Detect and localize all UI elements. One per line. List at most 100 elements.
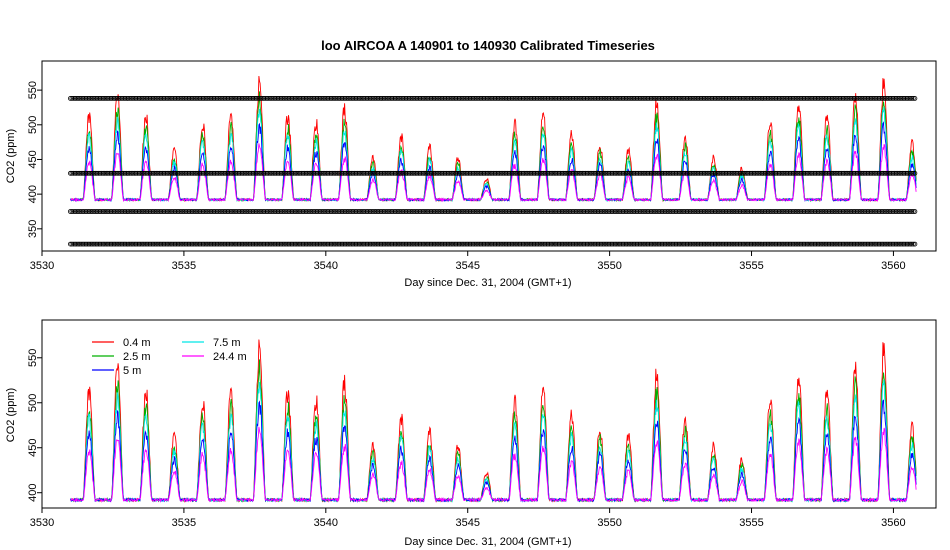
calibration-point xyxy=(820,96,826,101)
calibration-point xyxy=(589,96,595,101)
calibration-point xyxy=(203,170,209,176)
calibration-point xyxy=(603,96,609,101)
calibration-point xyxy=(481,209,487,214)
calibration-point xyxy=(776,96,782,101)
calibration-point xyxy=(697,96,702,101)
calibration-point xyxy=(796,170,802,176)
calibration-point xyxy=(534,96,540,101)
calibration-point xyxy=(213,96,218,101)
series-line-4 xyxy=(70,143,917,203)
calibration-point xyxy=(592,241,598,247)
calibration-point xyxy=(511,170,517,176)
calibration-point xyxy=(573,209,579,214)
calibration-point xyxy=(751,209,757,214)
calibration-point xyxy=(94,96,100,101)
calibration-point xyxy=(445,241,451,247)
series-line-3 xyxy=(69,379,917,503)
calibration-point xyxy=(389,241,395,247)
calibration-point xyxy=(757,241,763,247)
calibration-point xyxy=(754,241,760,247)
calibration-point xyxy=(631,241,637,247)
calibration-point xyxy=(718,241,724,247)
calibration-point xyxy=(550,96,556,101)
calibration-point xyxy=(642,209,648,214)
calibration-point xyxy=(836,241,841,247)
calibration-point xyxy=(587,96,593,101)
calibration-point xyxy=(508,241,514,247)
calibration-point xyxy=(828,96,833,101)
calibration-point xyxy=(167,209,173,214)
calibration-point xyxy=(717,96,723,101)
calibration-point xyxy=(786,96,791,101)
calibration-point xyxy=(539,241,545,247)
calibration-point xyxy=(750,241,755,247)
calibration-point xyxy=(342,170,348,176)
calibration-point xyxy=(352,209,357,214)
calibration-point xyxy=(430,209,435,214)
calibration-point xyxy=(405,170,410,176)
calibration-point xyxy=(135,96,140,101)
calibration-point xyxy=(804,209,810,214)
calibration-point xyxy=(893,241,899,247)
calibration-point xyxy=(295,170,301,176)
calibration-point xyxy=(723,241,729,247)
calibration-point xyxy=(867,170,872,176)
calibration-point xyxy=(110,96,115,101)
calibration-point xyxy=(141,170,147,176)
calibration-point xyxy=(195,209,201,214)
calibration-point xyxy=(305,209,311,214)
calibration-point xyxy=(96,96,101,101)
calibration-point xyxy=(306,96,312,101)
calibration-point xyxy=(200,170,206,176)
calibration-point xyxy=(508,96,514,101)
calibration-point xyxy=(764,209,769,214)
calibration-point xyxy=(183,241,189,247)
calibration-point xyxy=(814,241,819,247)
calibration-point xyxy=(370,209,376,214)
calibration-point xyxy=(734,209,740,214)
series-line-0 xyxy=(70,75,917,203)
calibration-point xyxy=(565,96,571,101)
calibration-point xyxy=(678,209,684,214)
calibration-point xyxy=(653,96,659,101)
calibration-point xyxy=(761,96,766,101)
x-tick-label: 3540 xyxy=(314,260,338,272)
calibration-point xyxy=(277,170,282,176)
calibration-point xyxy=(745,241,751,247)
calibration-point xyxy=(444,241,450,247)
y-tick-label: 550 xyxy=(27,81,39,99)
calibration-point xyxy=(857,209,863,214)
calibration-point xyxy=(69,241,75,247)
calibration-points-1 xyxy=(68,209,918,214)
calibration-point xyxy=(885,96,891,101)
calibration-point xyxy=(631,96,637,101)
calibration-point xyxy=(400,96,406,101)
calibration-point xyxy=(234,241,240,247)
calibration-point xyxy=(369,170,375,176)
calibration-point xyxy=(437,209,443,214)
calibration-point xyxy=(801,170,807,176)
calibration-point xyxy=(186,170,192,176)
calibration-point xyxy=(754,209,760,214)
calibration-point xyxy=(125,209,131,214)
calibration-point xyxy=(837,241,843,247)
calibration-point xyxy=(723,96,729,101)
calibration-point xyxy=(575,241,581,247)
calibration-point xyxy=(834,170,840,176)
calibration-point xyxy=(517,209,523,214)
calibration-point xyxy=(459,241,465,247)
calibration-point xyxy=(375,96,381,101)
calibration-point xyxy=(128,170,134,176)
calibration-point xyxy=(651,241,657,247)
calibration-point xyxy=(241,170,247,176)
calibration-point xyxy=(569,170,574,176)
calibration-point xyxy=(651,96,657,101)
calibration-point xyxy=(747,209,752,214)
calibration-point xyxy=(650,96,655,101)
calibration-points-0 xyxy=(68,241,918,247)
calibration-point xyxy=(776,209,782,214)
calibration-point xyxy=(353,96,359,101)
calibration-point xyxy=(884,209,890,214)
calibration-point xyxy=(300,170,306,176)
calibration-point xyxy=(309,96,315,101)
